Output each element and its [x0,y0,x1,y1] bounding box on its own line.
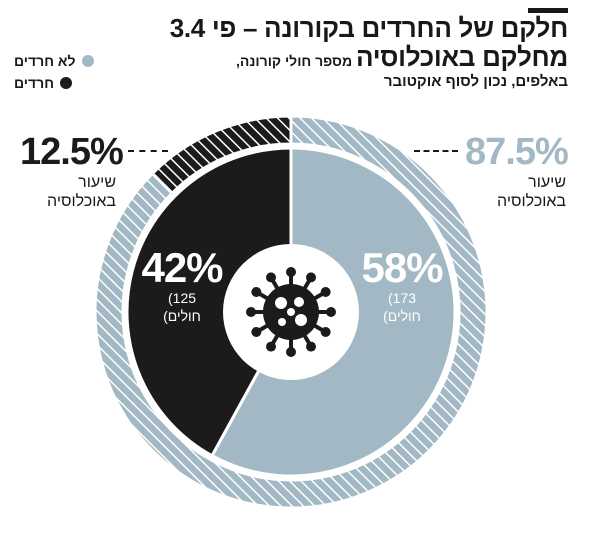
title-line-1: חלקם של החרדים בקורונה – פי 3.4 [169,13,569,43]
legend-item-non-haredi: לא חרדים [14,50,104,72]
population-leader-non-haredi [414,150,458,152]
inner-label-pct-non-haredi: 58% [361,244,443,291]
legend-swatch-non-haredi [81,55,94,67]
legend-item-haredi: חרדים [14,72,104,94]
inner-label-count-haredi: 125) [168,290,196,306]
population-leader-haredi [128,150,168,152]
title-line-2-sub: מספר חולי קורונה, [236,53,356,69]
inner-label-unit-haredi: חולים) [163,308,201,324]
population-caption-non-haredi-line1: שיעור [528,174,566,191]
population-pct-non-haredi: 87.5% [465,131,569,173]
population-caption-haredi-line2: באוכלוסיה [47,193,116,210]
inner-ring [125,146,457,478]
outer-segment-haredi [150,114,293,196]
inner-label-count-non-haredi: 173) [388,290,416,306]
chart-subtitle: באלפים, נכון לסוף אוקטובר [383,73,568,90]
legend: לא חרדים חרדים [14,50,104,94]
population-caption-haredi-line1: שיעור [78,174,116,191]
title-accent-bar [528,8,568,13]
title-line-2: מחלקם באוכלוסיה מספר חולי קורונה, [98,43,568,76]
outer-ring [93,114,489,510]
chart-title: חלקם של החרדים בקורונה – פי 3.4 מחלקם בא… [98,13,569,76]
legend-label-haredi: חרדים [14,75,55,91]
inner-label-unit-non-haredi: חולים) [383,308,421,324]
title-line-2-main: מחלקם באוכלוסיה [356,42,568,72]
population-caption-haredi: שיעור באוכלוסיה [20,173,116,211]
inner-segment-haredi [125,146,293,458]
legend-label-non-haredi: לא חרדים [14,53,76,69]
inner-label-pct-haredi: 42% [141,244,223,291]
legend-swatch-haredi [60,77,73,89]
outer-segment-non-haredi [93,114,489,510]
virus-icon [246,267,336,357]
population-pct-haredi: 12.5% [20,131,124,173]
population-caption-non-haredi: שיעור באוכלוסיה [470,173,566,211]
population-caption-non-haredi-line2: באוכלוסיה [497,193,566,210]
